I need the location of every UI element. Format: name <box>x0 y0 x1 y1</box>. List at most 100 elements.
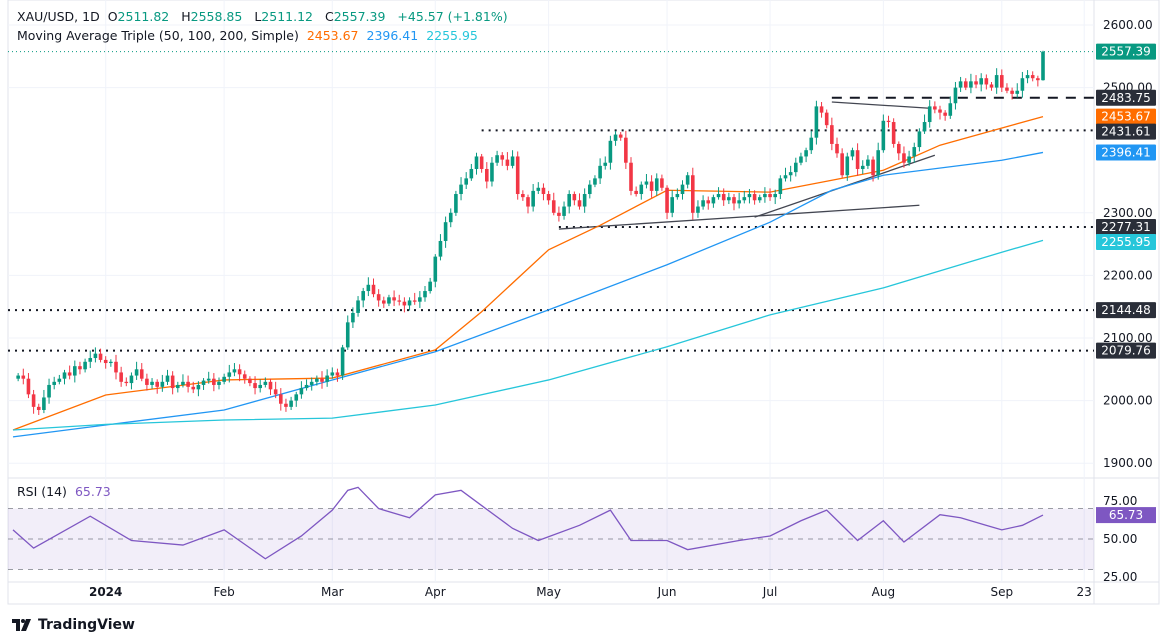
price-label-box <box>1096 43 1156 60</box>
y-tick-label: 2000.00 <box>1103 394 1153 408</box>
candle-body <box>1000 75 1004 88</box>
candle <box>1020 71 1025 98</box>
candle-body <box>258 384 262 389</box>
candle <box>109 359 113 367</box>
candle <box>134 361 139 380</box>
symbol-legend: XAU/USD, 1D O2511.82 H2558.85 L2511.12 C… <box>17 9 512 24</box>
candle-body <box>263 381 268 385</box>
candle-body <box>670 197 674 213</box>
candle-body <box>505 159 510 166</box>
candle-body <box>181 381 185 385</box>
candle-body <box>979 78 983 85</box>
candle-body <box>840 153 844 176</box>
ma-title[interactable]: Moving Average Triple (50, 100, 200, Sim… <box>17 28 299 43</box>
candle-body <box>907 156 911 163</box>
candle-body <box>433 256 438 282</box>
candle <box>773 189 777 205</box>
candle <box>21 368 26 385</box>
candle <box>191 381 196 394</box>
candle <box>1010 87 1014 100</box>
candle <box>423 286 427 302</box>
rsi-label-text: 65.73 <box>1109 508 1143 522</box>
candle <box>382 296 386 308</box>
candle-body <box>26 378 31 395</box>
candle-body <box>139 369 144 379</box>
candle-body <box>752 194 757 201</box>
candle <box>660 174 664 191</box>
candle <box>943 110 947 121</box>
candle-body <box>742 197 747 201</box>
candle <box>562 201 566 220</box>
price-label-text: 2255.95 <box>1101 235 1151 249</box>
candle-body <box>706 200 711 204</box>
candle-body <box>809 137 814 151</box>
candle <box>402 297 407 313</box>
candle-body <box>757 197 762 201</box>
candle-body <box>989 84 994 88</box>
candle <box>850 147 855 161</box>
candle <box>495 150 499 166</box>
candle <box>1000 69 1004 92</box>
candle-body <box>788 172 793 176</box>
candle-body <box>1041 51 1045 81</box>
candle <box>845 152 850 181</box>
candle-body <box>212 378 216 385</box>
candle <box>119 366 123 387</box>
candle <box>799 152 803 166</box>
candle <box>546 190 551 205</box>
candle <box>639 181 644 200</box>
candle <box>103 356 108 369</box>
candle-body <box>994 75 999 88</box>
candle <box>927 100 932 128</box>
price-label-text: 2483.75 <box>1101 91 1151 105</box>
candle <box>52 376 56 390</box>
candle-body <box>855 150 860 169</box>
price-label-box <box>1096 234 1156 251</box>
candle-body <box>953 87 958 104</box>
candle <box>253 376 257 395</box>
rsi-tick-label: 50.00 <box>1103 532 1137 546</box>
tradingview-logo[interactable]: TradingView <box>12 617 135 633</box>
candle-body <box>567 194 571 207</box>
candle <box>459 177 463 201</box>
candle-body <box>737 200 741 204</box>
candle <box>948 96 953 119</box>
candle-body <box>418 297 422 302</box>
candle-body <box>562 206 566 216</box>
candle <box>536 182 541 195</box>
symbol-title[interactable]: XAU/USD, 1D <box>17 9 100 24</box>
candle-body <box>1005 87 1009 91</box>
candle-body <box>608 140 613 163</box>
candle-body <box>155 381 159 387</box>
candle-body <box>340 347 345 376</box>
candle-body <box>732 197 736 204</box>
candle-body <box>850 150 855 157</box>
candle <box>984 74 989 90</box>
candle-body <box>804 150 808 157</box>
candle <box>953 81 958 110</box>
candle-body <box>783 175 788 179</box>
candle <box>515 151 520 200</box>
candle <box>855 143 860 176</box>
candle-body <box>572 194 577 201</box>
candle <box>819 101 824 118</box>
candle-body <box>696 206 700 213</box>
candle-body <box>680 184 685 195</box>
candle <box>304 379 309 391</box>
candle <box>376 289 381 307</box>
x-tick-label: Aug <box>872 585 895 599</box>
candle-body <box>654 178 659 191</box>
tradingview-logo-icon <box>12 619 31 631</box>
candle <box>392 290 396 307</box>
ma50-value: 2453.67 <box>306 28 359 43</box>
candle-body <box>42 397 46 410</box>
candle-body <box>917 131 922 148</box>
candle <box>804 147 808 163</box>
rsi-title[interactable]: RSI (14) <box>17 484 67 499</box>
rsi-tick-label: 25.00 <box>1103 570 1137 584</box>
candle-body <box>217 381 221 385</box>
x-tick-label: 2024 <box>89 585 122 599</box>
candle <box>860 160 865 174</box>
